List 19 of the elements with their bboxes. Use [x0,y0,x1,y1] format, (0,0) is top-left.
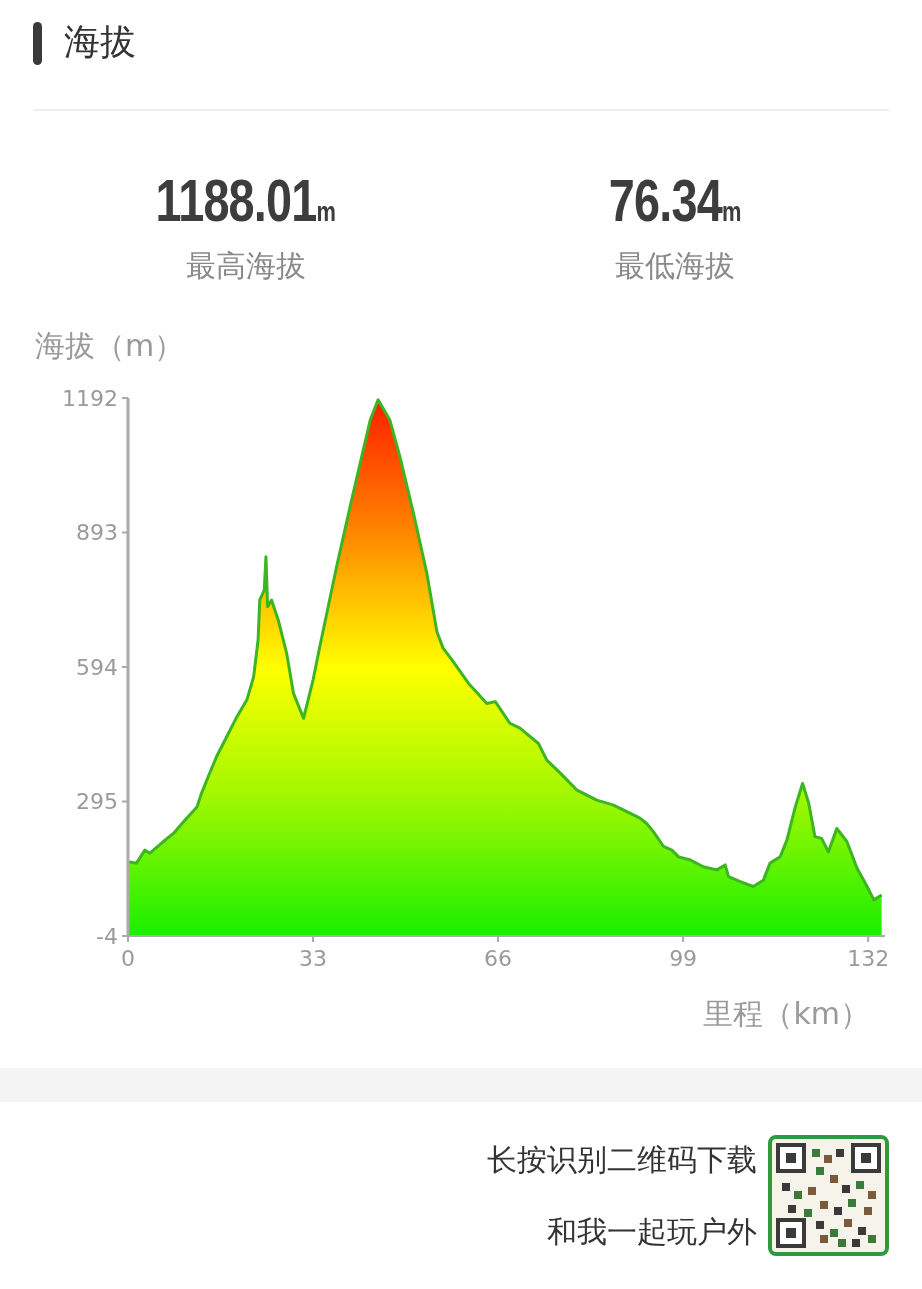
x-tick-label: 33 [299,945,328,971]
x-tick-label: 132 [847,945,890,971]
text: 1188.01m [155,167,337,234]
text: 长按识别二维码下载 [487,1141,757,1179]
x-axis-title: 里程（km） [703,995,870,1033]
y-tick-label: 893 [76,520,118,546]
x-tick-label: 0 [121,945,135,971]
text: 最高海拔 [185,247,307,285]
x-tick-label: 99 [669,945,698,971]
text: 最低海拔 [614,247,736,285]
chart-title: 海拔 [64,20,136,64]
y-tick-label: 594 [76,654,118,680]
x-tick-label: 66 [484,945,513,971]
text: 76.34m [608,167,742,234]
y-tick-label: 1192 [62,385,118,411]
y-axis-title: 海拔（m） [35,327,185,365]
y-tick-label: -4 [96,923,118,949]
y-tick-label: 295 [76,789,118,815]
text: 和我一起玩户外 [547,1213,757,1251]
